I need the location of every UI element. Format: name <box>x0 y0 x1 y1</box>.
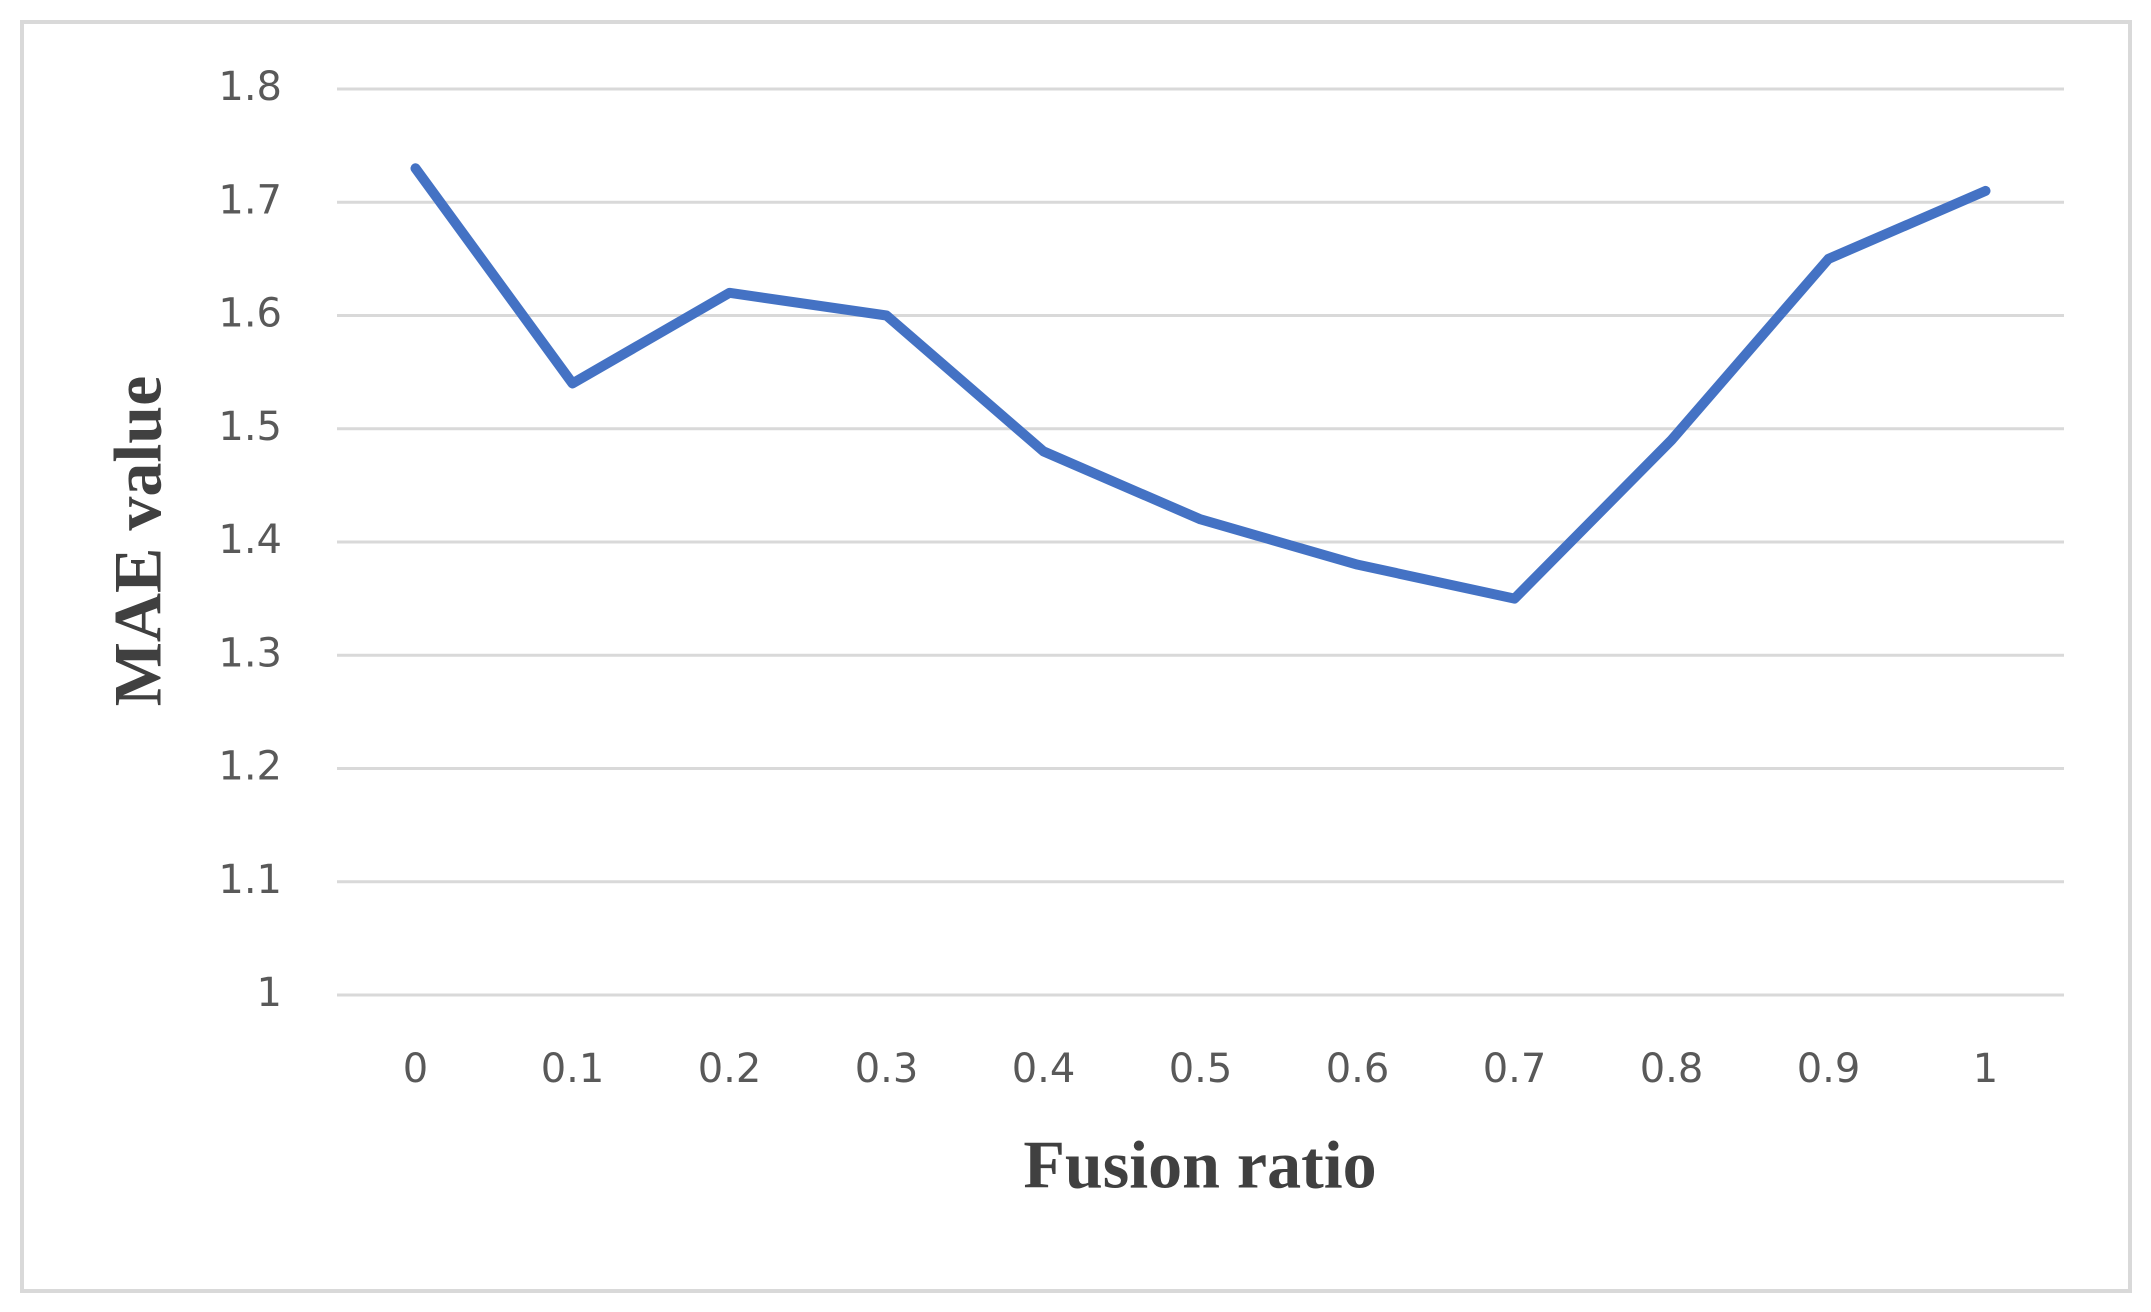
x-tick-label: 0.1 <box>541 1046 605 1092</box>
line <box>410 163 1991 604</box>
y-tick-label: 1.6 <box>218 291 282 337</box>
y-tick-label: 1.5 <box>218 404 282 450</box>
x-tick-label: 1 <box>1973 1046 1998 1092</box>
x-tick-label: 0.9 <box>1797 1046 1861 1092</box>
x-tick-label: 0.7 <box>1483 1046 1547 1092</box>
y-tick-label: 1.4 <box>218 517 282 563</box>
x-tick-label: 0.8 <box>1640 1046 1704 1092</box>
y-tick-label: 1.8 <box>218 64 282 110</box>
x-tick-label: 0 <box>403 1046 428 1092</box>
x-tick-label: 0.2 <box>698 1046 762 1092</box>
y-tick-label: 1.2 <box>218 744 282 790</box>
x-axis-title: Fusion ratio <box>1023 1127 1376 1203</box>
x-tick-label: 0.3 <box>855 1046 919 1092</box>
x-tick-label: 0.6 <box>1326 1046 1390 1092</box>
x-tick-label: 0.5 <box>1169 1046 1233 1092</box>
y-tick-label: 1 <box>257 970 282 1016</box>
y-tick-label: 1.1 <box>218 857 282 903</box>
x-tick-label: 0.4 <box>1012 1046 1076 1092</box>
y-tick-label: 1.3 <box>218 630 282 676</box>
y-axis-title: MAE value <box>100 376 176 707</box>
y-tick-label: 1.7 <box>218 177 282 223</box>
